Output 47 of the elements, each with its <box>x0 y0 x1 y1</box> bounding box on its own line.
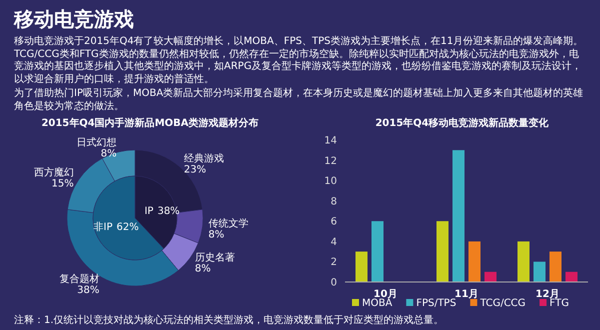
data-label: 38% <box>77 284 100 296</box>
data-label: 8% <box>194 263 211 274</box>
y-tick-label: 10 <box>324 176 337 188</box>
y-tick-label: 4 <box>330 236 337 248</box>
bar <box>468 241 480 282</box>
y-tick-label: 6 <box>330 216 337 228</box>
y-tick-label: 8 <box>330 196 337 208</box>
data-label: 23% <box>184 164 206 176</box>
chart-title: 2015年Q4国内手游新品MOBA类游戏题材分布 <box>41 117 259 129</box>
bar <box>534 262 546 282</box>
text: 移动电竞游戏于2015年Q4有了较大幅度的增长，以MOBA、FPS、TPS类游戏为主要增长点，在11月份迎来新品的爆发高峰期。TCG/CCG类和FTG类游戏的数量仍然相对较低，仍然存在一定的市场空缺。除纯粹以实时匹配对战为核心玩法的电竞游戏外，电竞游戏的基因也逐步植入其他类型的游戏中，如ARPG及复合型卡牌游戏等类型的游戏，也纷纷借鉴电竞游戏的赛制及玩法设计，以求迎合新用户的口味，提升游戏的普适性。 <box>14 36 584 86</box>
chart-title: 2015年Q4移动电竞游戏新品数量变化 <box>375 117 550 129</box>
x-tick-label: 10月 <box>374 289 398 300</box>
y-tick-label: 2 <box>330 257 337 268</box>
legend-label: MOBA <box>362 298 392 309</box>
slice-label: 西方魔幻 <box>34 166 74 178</box>
bar <box>356 252 368 282</box>
legend-label: FTG <box>550 298 569 309</box>
slice-label: 日式幻想 <box>76 136 117 148</box>
legend-label: TCG/CCG <box>479 298 526 309</box>
bar <box>436 221 448 282</box>
y-tick-label: 12 <box>324 156 337 167</box>
text: 为了借助热门IP吸引玩家，MOBA类新品大部分均采用复合题材，在本身历史或是魔幻的题材基础上加入更多来自其他题材的英雄角色是较为常态的做法。 <box>14 88 584 113</box>
y-tick-label: 14 <box>324 136 337 146</box>
data-label: 15% <box>52 178 74 190</box>
bar <box>484 272 496 282</box>
x-tick-label: 11月 <box>454 289 478 300</box>
slice-label: IP <box>144 206 154 217</box>
data-label: 38% <box>157 206 180 217</box>
bar <box>452 150 464 282</box>
slice-label: 历史名著 <box>194 251 235 264</box>
slice-label: 传统文学 <box>208 217 248 230</box>
text: 移动电竞游戏 <box>14 6 135 33</box>
data-label: 8% <box>208 229 224 240</box>
y-tick-label: 0 <box>330 278 337 288</box>
bar <box>566 272 578 282</box>
bar <box>518 241 530 282</box>
slice-label: 非IP <box>94 221 113 234</box>
x-tick-label: 12月 <box>536 289 560 300</box>
slice-label: 复合题材 <box>59 272 100 285</box>
bar <box>550 252 562 282</box>
slice-label: 经典游戏 <box>184 152 224 164</box>
bar <box>372 221 384 282</box>
data-label: 62% <box>116 222 139 234</box>
text: 注释：1.仅统计以竞技对战为核心玩法的相关类型游戏，电竞游戏数量低于对应类型的游戏总量。 <box>14 315 444 328</box>
data-label: 8% <box>100 148 117 160</box>
legend-label: FPS/TPS <box>416 298 456 309</box>
